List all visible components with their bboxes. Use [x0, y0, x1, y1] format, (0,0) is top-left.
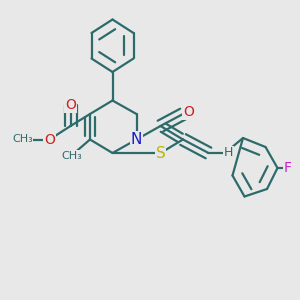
Text: N: N: [131, 132, 142, 147]
Text: H: H: [224, 146, 233, 160]
Text: O: O: [183, 106, 194, 119]
Text: S: S: [156, 146, 165, 160]
Text: F: F: [284, 161, 292, 175]
Text: O: O: [65, 98, 76, 112]
Text: CH₃: CH₃: [12, 134, 33, 145]
Text: CH₃: CH₃: [61, 151, 82, 161]
Text: O: O: [44, 133, 55, 146]
